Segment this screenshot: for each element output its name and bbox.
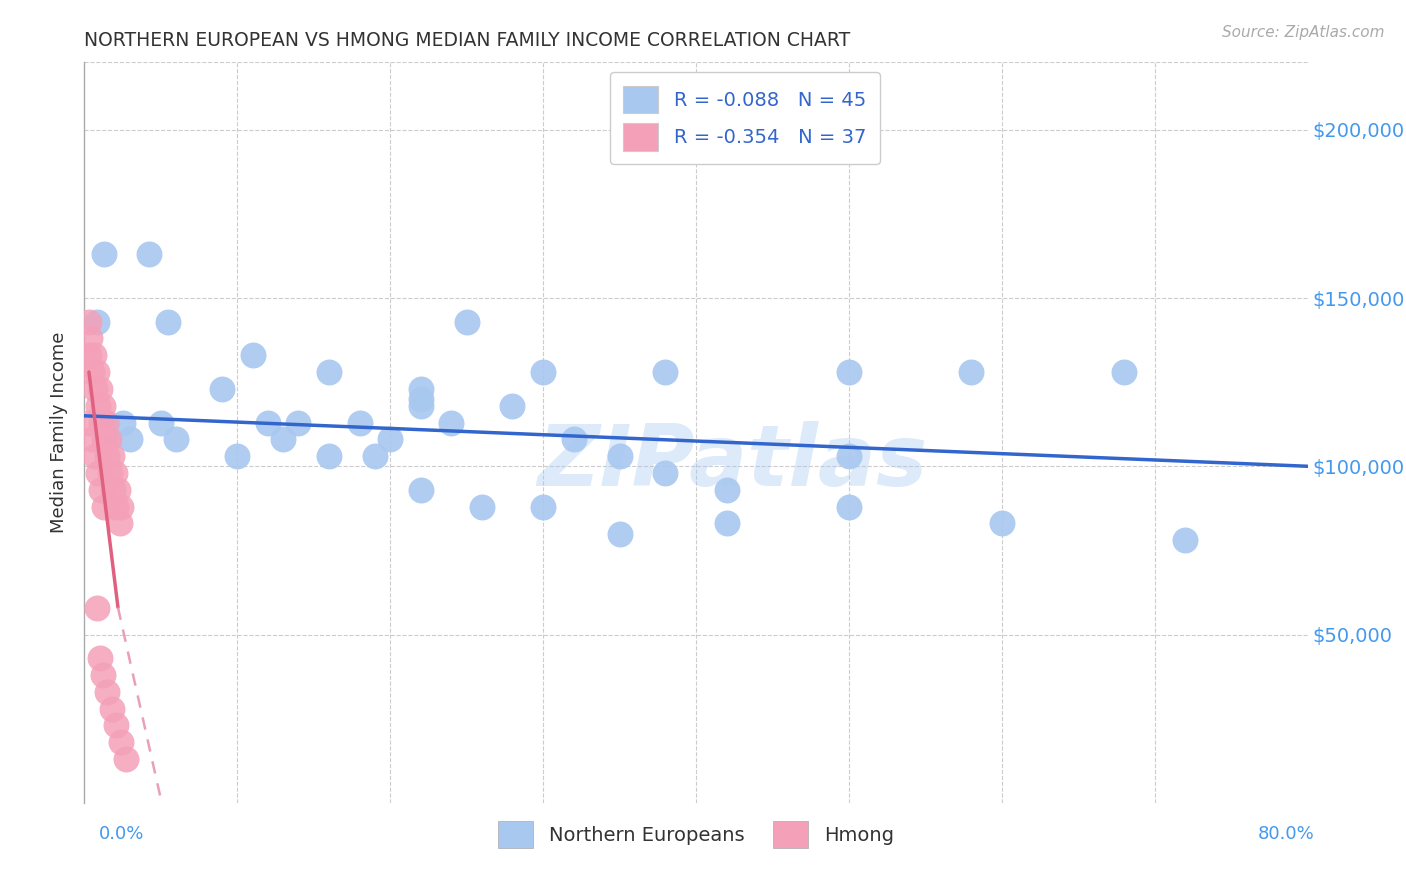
Point: [165, 433, 187, 447]
Point: [409, 392, 432, 406]
Point: [318, 365, 340, 379]
Point: [105, 500, 128, 514]
Point: [120, 433, 142, 447]
Point: [105, 718, 128, 732]
Point: [1174, 533, 1197, 548]
Point: [211, 382, 233, 396]
Point: [86, 365, 108, 379]
Point: [138, 247, 160, 261]
Point: [87, 399, 110, 413]
Point: [149, 416, 172, 430]
Point: [83, 348, 105, 362]
Point: [471, 500, 494, 514]
Point: [84, 382, 107, 396]
Legend: Northern Europeans, Hmong: Northern Europeans, Hmong: [486, 809, 905, 860]
Point: [86, 314, 108, 328]
Point: [93, 433, 115, 447]
Y-axis label: Median Family Income: Median Family Income: [51, 332, 69, 533]
Text: ZIPatlas: ZIPatlas: [537, 421, 928, 504]
Point: [93, 247, 115, 261]
Point: [110, 735, 132, 749]
Point: [609, 449, 631, 463]
Point: [93, 500, 115, 514]
Point: [77, 416, 100, 430]
Point: [380, 433, 402, 447]
Point: [349, 416, 371, 430]
Point: [226, 449, 249, 463]
Point: [96, 416, 118, 430]
Text: NORTHERN EUROPEAN VS HMONG MEDIAN FAMILY INCOME CORRELATION CHART: NORTHERN EUROPEAN VS HMONG MEDIAN FAMILY…: [84, 30, 851, 50]
Point: [502, 399, 524, 413]
Point: [318, 449, 340, 463]
Point: [96, 433, 118, 447]
Point: [80, 433, 103, 447]
Point: [257, 416, 280, 430]
Point: [80, 365, 103, 379]
Point: [364, 449, 387, 463]
Point: [456, 314, 478, 328]
Point: [77, 348, 100, 362]
Point: [271, 433, 294, 447]
Point: [157, 314, 180, 328]
Point: [531, 365, 554, 379]
Point: [562, 433, 585, 447]
Point: [440, 416, 463, 430]
Point: [111, 416, 134, 430]
Point: [409, 382, 432, 396]
Point: [101, 701, 124, 715]
Point: [84, 449, 107, 463]
Point: [114, 752, 136, 766]
Point: [991, 516, 1014, 531]
Text: Source: ZipAtlas.com: Source: ZipAtlas.com: [1222, 25, 1385, 40]
Point: [838, 500, 860, 514]
Point: [79, 331, 101, 345]
Point: [90, 483, 112, 497]
Point: [287, 416, 309, 430]
Text: 0.0%: 0.0%: [98, 825, 143, 843]
Point: [90, 416, 112, 430]
Point: [609, 526, 631, 541]
Point: [101, 449, 124, 463]
Point: [716, 483, 738, 497]
Text: 80.0%: 80.0%: [1258, 825, 1315, 843]
Point: [108, 516, 131, 531]
Point: [91, 668, 114, 682]
Point: [531, 500, 554, 514]
Point: [838, 449, 860, 463]
Point: [96, 685, 118, 699]
Point: [98, 466, 121, 480]
Point: [107, 483, 129, 497]
Point: [838, 365, 860, 379]
Point: [654, 365, 676, 379]
Point: [86, 600, 108, 615]
Point: [110, 500, 132, 514]
Point: [94, 416, 117, 430]
Point: [104, 466, 127, 480]
Point: [77, 314, 100, 328]
Point: [1114, 365, 1136, 379]
Point: [960, 365, 983, 379]
Point: [409, 399, 432, 413]
Point: [97, 433, 120, 447]
Point: [409, 483, 432, 497]
Point: [91, 399, 114, 413]
Point: [89, 382, 111, 396]
Point: [716, 516, 738, 531]
Point: [96, 449, 118, 463]
Point: [103, 483, 125, 497]
Point: [87, 466, 110, 480]
Point: [242, 348, 264, 362]
Point: [89, 651, 111, 665]
Point: [654, 466, 676, 480]
